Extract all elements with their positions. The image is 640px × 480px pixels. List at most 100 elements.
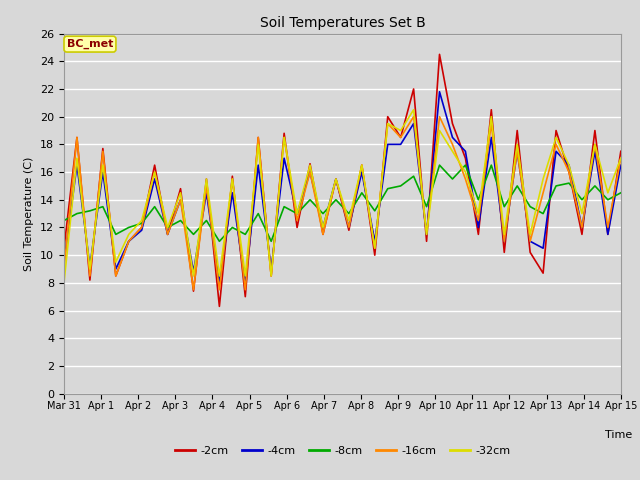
-8cm	[138, 220, 145, 226]
-4cm	[306, 169, 314, 175]
-16cm	[513, 148, 521, 154]
-32cm	[177, 190, 184, 196]
-32cm	[319, 225, 327, 230]
-16cm	[293, 217, 301, 223]
-4cm	[474, 225, 482, 230]
-8cm	[151, 204, 159, 210]
-32cm	[189, 273, 197, 279]
-16cm	[384, 120, 392, 126]
-2cm	[203, 176, 211, 182]
-2cm	[293, 225, 301, 230]
Line: -2cm: -2cm	[64, 54, 621, 306]
-32cm	[203, 176, 211, 182]
-4cm	[617, 162, 625, 168]
-32cm	[216, 273, 223, 279]
-4cm	[60, 259, 68, 265]
-2cm	[604, 231, 612, 237]
-4cm	[254, 162, 262, 168]
-4cm	[513, 148, 521, 154]
-16cm	[410, 114, 417, 120]
-16cm	[565, 169, 573, 175]
-4cm	[268, 266, 275, 272]
-32cm	[99, 162, 107, 168]
-4cm	[526, 239, 534, 244]
-8cm	[319, 211, 327, 216]
-2cm	[60, 245, 68, 251]
-2cm	[164, 231, 172, 237]
-2cm	[565, 169, 573, 175]
-2cm	[578, 231, 586, 237]
-8cm	[358, 190, 365, 196]
-16cm	[578, 225, 586, 230]
-16cm	[358, 162, 365, 168]
-8cm	[540, 211, 547, 216]
-16cm	[99, 148, 107, 154]
-2cm	[151, 162, 159, 168]
-2cm	[474, 231, 482, 237]
-2cm	[513, 128, 521, 133]
-8cm	[268, 239, 275, 244]
-16cm	[319, 231, 327, 237]
-32cm	[86, 266, 93, 272]
-32cm	[125, 231, 132, 237]
-32cm	[138, 217, 145, 223]
-2cm	[332, 176, 340, 182]
-2cm	[138, 225, 145, 230]
-4cm	[216, 280, 223, 286]
-2cm	[371, 252, 379, 258]
-2cm	[591, 128, 599, 133]
-16cm	[138, 225, 145, 230]
-32cm	[423, 231, 431, 237]
-16cm	[73, 134, 81, 140]
-16cm	[306, 169, 314, 175]
-2cm	[552, 128, 560, 133]
-16cm	[461, 176, 469, 182]
-2cm	[345, 228, 353, 233]
-32cm	[552, 134, 560, 140]
-16cm	[371, 245, 379, 251]
-16cm	[526, 239, 534, 244]
Line: -4cm: -4cm	[64, 92, 621, 283]
-8cm	[86, 208, 93, 214]
-16cm	[177, 197, 184, 203]
-2cm	[319, 231, 327, 237]
-32cm	[578, 211, 586, 216]
-32cm	[268, 273, 275, 279]
-4cm	[138, 228, 145, 233]
-16cm	[60, 266, 68, 272]
-16cm	[552, 142, 560, 147]
-4cm	[332, 176, 340, 182]
-8cm	[578, 197, 586, 203]
-8cm	[423, 204, 431, 210]
-8cm	[293, 211, 301, 216]
-16cm	[474, 217, 482, 223]
-16cm	[500, 239, 508, 244]
-32cm	[306, 162, 314, 168]
Title: Soil Temperatures Set B: Soil Temperatures Set B	[260, 16, 425, 30]
-4cm	[164, 231, 172, 237]
-16cm	[488, 120, 495, 126]
-4cm	[565, 162, 573, 168]
-4cm	[241, 280, 249, 286]
-2cm	[268, 273, 275, 279]
-32cm	[371, 245, 379, 251]
-4cm	[384, 142, 392, 147]
-8cm	[332, 197, 340, 203]
-8cm	[73, 211, 81, 216]
-4cm	[461, 148, 469, 154]
-2cm	[306, 161, 314, 167]
-32cm	[112, 259, 120, 265]
-32cm	[526, 231, 534, 237]
-4cm	[73, 162, 81, 168]
-2cm	[86, 277, 93, 283]
-8cm	[216, 239, 223, 244]
-4cm	[228, 190, 236, 196]
-4cm	[488, 134, 495, 140]
-32cm	[449, 148, 456, 154]
-16cm	[604, 225, 612, 230]
-2cm	[358, 162, 365, 168]
-16cm	[241, 287, 249, 293]
-2cm	[254, 134, 262, 140]
-32cm	[332, 176, 340, 182]
-32cm	[293, 211, 301, 216]
